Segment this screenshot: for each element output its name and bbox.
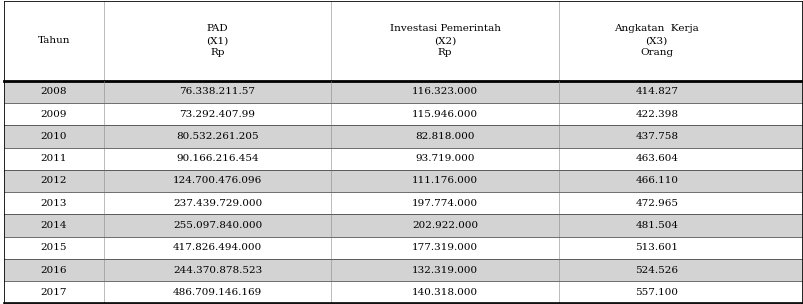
Text: 2017: 2017 [41, 288, 67, 297]
Bar [4, 281, 801, 303]
Text: 513.601: 513.601 [634, 243, 678, 252]
Bar [4, 81, 801, 103]
Text: 2013: 2013 [41, 199, 67, 208]
Text: 437.758: 437.758 [634, 132, 678, 141]
Text: 80.532.261.205: 80.532.261.205 [176, 132, 259, 141]
Text: 557.100: 557.100 [634, 288, 678, 297]
Bar [4, 103, 801, 125]
Text: 463.604: 463.604 [634, 154, 678, 163]
Text: Angkatan  Kerja
(X3)
Orang: Angkatan Kerja (X3) Orang [613, 24, 698, 57]
Bar [4, 237, 801, 259]
Bar [4, 214, 801, 237]
Text: Investasi Pemerintah
(X2)
Rp: Investasi Pemerintah (X2) Rp [389, 24, 500, 57]
Text: PAD
(X1)
Rp: PAD (X1) Rp [206, 24, 228, 57]
Text: 237.439.729.000: 237.439.729.000 [173, 199, 262, 208]
Text: 140.318.000: 140.318.000 [412, 288, 478, 297]
Text: 115.946.000: 115.946.000 [412, 110, 478, 119]
Text: 2011: 2011 [41, 154, 67, 163]
Text: 111.176.000: 111.176.000 [412, 177, 478, 185]
Text: 132.319.000: 132.319.000 [412, 265, 478, 275]
Text: 244.370.878.523: 244.370.878.523 [173, 265, 262, 275]
Text: 414.827: 414.827 [634, 88, 678, 96]
Text: Tahun: Tahun [38, 36, 70, 45]
Text: 472.965: 472.965 [634, 199, 678, 208]
Text: 2010: 2010 [41, 132, 67, 141]
Text: 90.166.216.454: 90.166.216.454 [176, 154, 259, 163]
Text: 2008: 2008 [41, 88, 67, 96]
Bar [4, 125, 801, 148]
Text: 116.323.000: 116.323.000 [412, 88, 478, 96]
Text: 422.398: 422.398 [634, 110, 678, 119]
Text: 255.097.840.000: 255.097.840.000 [173, 221, 262, 230]
Text: 177.319.000: 177.319.000 [412, 243, 478, 252]
Text: 93.719.000: 93.719.000 [415, 154, 475, 163]
Text: 2014: 2014 [41, 221, 67, 230]
Text: 76.338.211.57: 76.338.211.57 [179, 88, 255, 96]
Text: 2015: 2015 [41, 243, 67, 252]
Text: 202.922.000: 202.922.000 [412, 221, 478, 230]
Bar [4, 259, 801, 281]
Text: 481.504: 481.504 [634, 221, 678, 230]
Text: 124.700.476.096: 124.700.476.096 [173, 177, 262, 185]
Text: 417.826.494.000: 417.826.494.000 [173, 243, 262, 252]
Text: 2016: 2016 [41, 265, 67, 275]
Bar [4, 148, 801, 170]
Text: 197.774.000: 197.774.000 [412, 199, 478, 208]
Text: 73.292.407.99: 73.292.407.99 [179, 110, 255, 119]
Text: 2009: 2009 [41, 110, 67, 119]
Text: 486.709.146.169: 486.709.146.169 [173, 288, 262, 297]
Text: 466.110: 466.110 [634, 177, 678, 185]
Text: 2012: 2012 [41, 177, 67, 185]
Text: 82.818.000: 82.818.000 [415, 132, 475, 141]
Bar [4, 192, 801, 214]
Text: 524.526: 524.526 [634, 265, 678, 275]
Bar [4, 170, 801, 192]
